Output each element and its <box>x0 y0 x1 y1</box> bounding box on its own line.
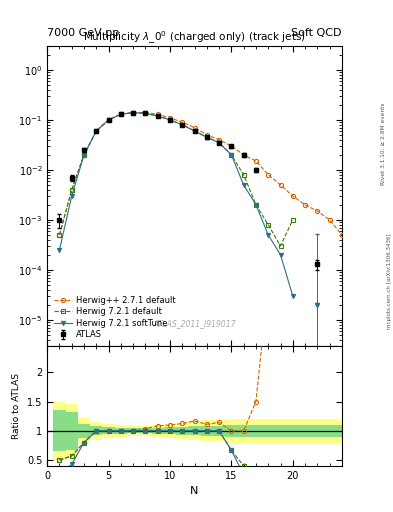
Herwig 7.2.1 softTune <box>82 152 86 158</box>
Herwig 7.2.1 default <box>143 110 148 116</box>
Herwig++ 2.7.1 default <box>155 111 160 117</box>
Herwig 7.2.1 softTune <box>69 193 74 199</box>
Herwig++ 2.7.1 default <box>315 208 320 214</box>
Herwig++ 2.7.1 default <box>192 124 197 131</box>
Herwig++ 2.7.1 default <box>94 128 99 134</box>
Herwig 7.2.1 softTune <box>192 128 197 134</box>
Herwig 7.2.1 default <box>168 117 173 123</box>
Herwig 7.2.1 softTune <box>290 293 295 299</box>
Herwig 7.2.1 softTune <box>143 110 148 116</box>
Herwig 7.2.1 softTune <box>217 140 222 146</box>
Herwig 7.2.1 softTune <box>94 128 99 134</box>
Herwig++ 2.7.1 default <box>131 110 136 116</box>
Herwig 7.2.1 softTune <box>229 152 234 158</box>
Herwig 7.2.1 default <box>57 232 62 238</box>
Herwig 7.2.1 default <box>241 172 246 178</box>
Herwig 7.2.1 softTune <box>168 117 173 123</box>
Herwig 7.2.1 softTune <box>131 110 136 116</box>
Text: ATLAS_2011_I919017: ATLAS_2011_I919017 <box>153 319 236 328</box>
Herwig 7.2.1 default <box>106 117 111 123</box>
Line: Herwig 7.2.1 softTune: Herwig 7.2.1 softTune <box>57 111 295 298</box>
Herwig 7.2.1 softTune <box>266 232 270 238</box>
X-axis label: N: N <box>190 486 199 496</box>
Herwig++ 2.7.1 default <box>69 187 74 193</box>
Herwig++ 2.7.1 default <box>278 182 283 188</box>
Text: mcplots.cern.ch [arXiv:1306.3436]: mcplots.cern.ch [arXiv:1306.3436] <box>387 234 391 329</box>
Herwig++ 2.7.1 default <box>352 247 356 253</box>
Herwig 7.2.1 default <box>290 217 295 223</box>
Title: Multiplicity $\lambda\_0^0$ (charged only) (track jets): Multiplicity $\lambda\_0^0$ (charged onl… <box>83 30 306 46</box>
Herwig++ 2.7.1 default <box>229 143 234 149</box>
Herwig 7.2.1 softTune <box>253 202 258 208</box>
Herwig 7.2.1 default <box>180 122 185 128</box>
Herwig 7.2.1 default <box>69 187 74 193</box>
Text: 7000 GeV pp: 7000 GeV pp <box>47 28 119 38</box>
Herwig++ 2.7.1 default <box>327 217 332 223</box>
Herwig++ 2.7.1 default <box>303 202 307 208</box>
Herwig 7.2.1 default <box>229 152 234 158</box>
Herwig++ 2.7.1 default <box>266 172 270 178</box>
Herwig++ 2.7.1 default <box>217 137 222 143</box>
Herwig++ 2.7.1 default <box>119 111 123 117</box>
Herwig 7.2.1 softTune <box>278 252 283 258</box>
Herwig 7.2.1 default <box>204 134 209 140</box>
Herwig++ 2.7.1 default <box>168 115 173 121</box>
Herwig++ 2.7.1 default <box>204 132 209 138</box>
Herwig 7.2.1 default <box>131 110 136 116</box>
Herwig 7.2.1 softTune <box>241 182 246 188</box>
Herwig++ 2.7.1 default <box>340 232 344 238</box>
Herwig 7.2.1 default <box>155 113 160 119</box>
Herwig 7.2.1 softTune <box>57 247 62 253</box>
Herwig++ 2.7.1 default <box>82 152 86 158</box>
Herwig++ 2.7.1 default <box>57 232 62 238</box>
Line: Herwig 7.2.1 default: Herwig 7.2.1 default <box>57 111 295 248</box>
Herwig++ 2.7.1 default <box>106 117 111 123</box>
Herwig++ 2.7.1 default <box>180 119 185 125</box>
Herwig 7.2.1 default <box>119 111 123 117</box>
Herwig 7.2.1 default <box>278 243 283 249</box>
Y-axis label: Ratio to ATLAS: Ratio to ATLAS <box>12 373 21 439</box>
Herwig++ 2.7.1 default <box>253 158 258 164</box>
Herwig 7.2.1 default <box>94 128 99 134</box>
Herwig 7.2.1 default <box>192 128 197 134</box>
Text: Rivet 3.1.10, ≥ 2.8M events: Rivet 3.1.10, ≥ 2.8M events <box>381 102 386 185</box>
Herwig++ 2.7.1 default <box>290 193 295 199</box>
Herwig++ 2.7.1 default <box>241 152 246 158</box>
Herwig 7.2.1 default <box>253 202 258 208</box>
Herwig 7.2.1 default <box>266 222 270 228</box>
Herwig 7.2.1 default <box>82 152 86 158</box>
Herwig 7.2.1 softTune <box>155 113 160 119</box>
Herwig++ 2.7.1 default <box>143 110 148 116</box>
Line: Herwig++ 2.7.1 default: Herwig++ 2.7.1 default <box>57 111 356 252</box>
Herwig 7.2.1 softTune <box>106 117 111 123</box>
Herwig 7.2.1 softTune <box>119 111 123 117</box>
Text: Soft QCD: Soft QCD <box>292 28 342 38</box>
Herwig 7.2.1 default <box>217 140 222 146</box>
Legend: Herwig++ 2.7.1 default, Herwig 7.2.1 default, Herwig 7.2.1 softTune, ATLAS: Herwig++ 2.7.1 default, Herwig 7.2.1 def… <box>51 293 178 342</box>
Herwig 7.2.1 softTune <box>204 134 209 140</box>
Herwig 7.2.1 softTune <box>180 122 185 128</box>
